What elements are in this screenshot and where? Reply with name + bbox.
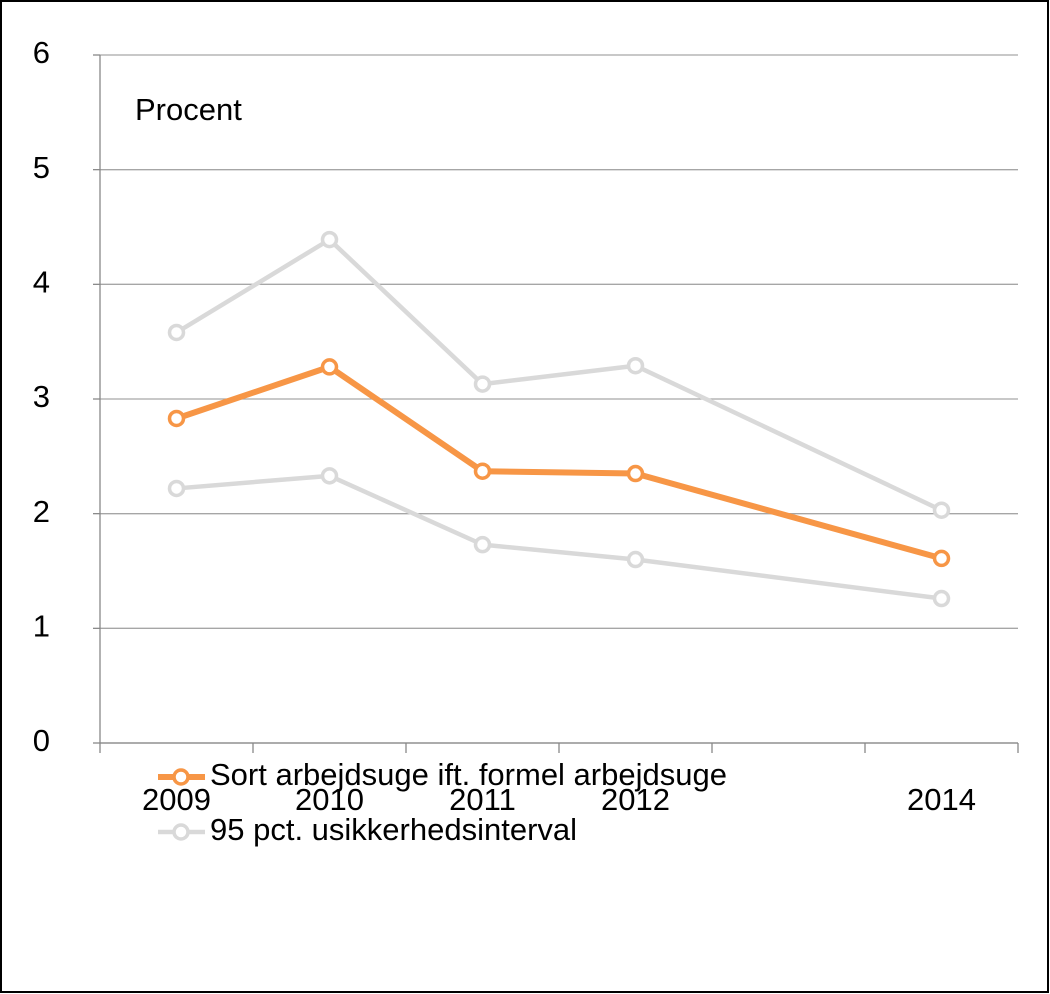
x-tick-label: 2009 xyxy=(142,782,211,817)
y-tick-label: 6 xyxy=(33,35,50,70)
point xyxy=(473,535,492,554)
point xyxy=(626,356,645,375)
y-tick-label: 3 xyxy=(33,379,50,414)
x-tick-label: 2010 xyxy=(295,782,364,817)
y-tick-label: 4 xyxy=(33,265,50,300)
point xyxy=(167,409,186,428)
point xyxy=(626,550,645,569)
point xyxy=(932,589,951,608)
point xyxy=(932,501,951,519)
y-tick-label: 5 xyxy=(33,150,50,185)
point xyxy=(626,464,645,483)
legend-marker xyxy=(172,768,190,786)
y-tick-label: 1 xyxy=(33,609,50,644)
y-tick-label: 2 xyxy=(33,494,50,529)
point xyxy=(320,230,339,249)
point xyxy=(320,467,339,485)
point xyxy=(473,462,492,480)
legend-label: 95 pct. usikkerhedsinterval xyxy=(210,812,577,847)
legend-label: Sort arbejdsuge ift. formel arbejdsuge xyxy=(210,757,727,792)
y-axis-label: Procent xyxy=(135,92,242,127)
legend-marker xyxy=(172,823,190,841)
x-tick-label: 2011 xyxy=(449,782,516,817)
point xyxy=(932,549,951,568)
y-tick-label: 0 xyxy=(33,723,50,758)
point xyxy=(167,479,186,498)
point xyxy=(473,375,492,393)
x-tick-label: 2014 xyxy=(907,782,976,817)
point xyxy=(320,358,339,376)
x-tick-label: 2012 xyxy=(601,782,670,817)
point xyxy=(167,323,186,342)
